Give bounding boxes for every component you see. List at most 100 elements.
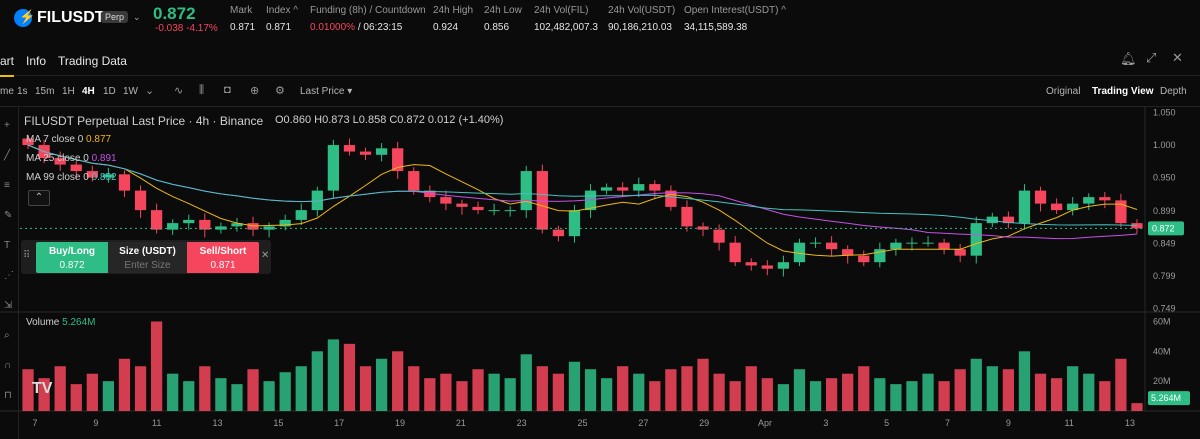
timeframe-1w[interactable]: 1W xyxy=(123,86,138,97)
volume-bar xyxy=(649,381,661,411)
candle-body xyxy=(568,210,581,237)
candle-body xyxy=(986,216,998,224)
volume-bar xyxy=(568,361,581,411)
timeframe-time[interactable]: me xyxy=(0,86,14,97)
close-icon[interactable]: ✕ xyxy=(261,250,270,261)
stat-label[interactable]: Open Interest(USDT) ^ xyxy=(684,5,786,16)
fib-icon[interactable]: ≡ xyxy=(4,180,10,191)
caret-down-icon: ▾ xyxy=(347,86,353,97)
price-tick-label: 0.950 xyxy=(1153,173,1176,183)
timeframe-4h[interactable]: 4H xyxy=(82,86,95,97)
volume-bar xyxy=(1002,369,1015,411)
volume-bar xyxy=(279,372,291,411)
price-tick-label: 0.899 xyxy=(1153,206,1176,216)
zoom-icon[interactable]: ⌕ xyxy=(4,330,10,341)
collapse-legend-button[interactable]: ⌃ xyxy=(28,190,50,206)
crosshair-icon[interactable]: + xyxy=(4,120,10,131)
date-tick-label: Apr xyxy=(758,418,772,428)
stat-label: Mark xyxy=(230,5,253,16)
chevron-down-icon[interactable]: ⌄ xyxy=(133,12,141,22)
candle-type-icon[interactable]: ⫼ xyxy=(199,84,205,96)
view-original[interactable]: Original xyxy=(1046,86,1081,97)
timeframe-1h[interactable]: 1H xyxy=(62,86,75,97)
add-indicator-icon[interactable]: ⊕ xyxy=(250,85,260,97)
settings-icon[interactable]: ⚙ xyxy=(275,85,285,97)
last-price: 0.872 xyxy=(153,4,196,23)
text-tool-icon[interactable]: T xyxy=(4,240,11,251)
timeframe-15m[interactable]: 15m xyxy=(35,86,55,97)
candle-body xyxy=(102,174,115,178)
stat-label[interactable]: Index ^ xyxy=(266,5,298,16)
buy-long-button[interactable]: Buy/Long 0.872 xyxy=(36,242,108,273)
ma99-line xyxy=(27,144,1138,226)
volume-bar xyxy=(167,373,179,411)
candle-body xyxy=(761,265,773,269)
close-icon[interactable]: ✕ xyxy=(1172,50,1183,65)
ohlc-readout: O0.860 H0.873 L0.858 C0.872 0.012 (+1.40… xyxy=(275,114,504,126)
volume-bar xyxy=(520,354,532,411)
symbol-name[interactable]: FILUSDT xyxy=(37,9,105,26)
camera-icon[interactable]: ◘ xyxy=(224,84,231,96)
tab-trading-data[interactable]: Trading Data xyxy=(58,54,127,68)
pattern-icon[interactable]: ⋰ xyxy=(4,270,14,281)
size-input[interactable]: Size (USDT) Enter Size xyxy=(108,242,187,273)
magnet-icon[interactable]: ∩ xyxy=(4,360,12,371)
volume-bar xyxy=(408,366,420,411)
indicator-icon[interactable]: ∿ xyxy=(174,85,184,97)
volume-bar xyxy=(263,381,275,411)
ma99-legend: MA 99 close 0 0.852 xyxy=(26,172,117,183)
bell-icon[interactable]: 🔔︎ xyxy=(1120,51,1137,66)
volume-bar xyxy=(665,369,677,411)
timeframe-1s[interactable]: 1s xyxy=(17,86,28,97)
drag-handle-icon[interactable]: ⠿ xyxy=(23,250,31,261)
view-trading-view[interactable]: Trading View xyxy=(1092,86,1154,97)
funding-rate: 0.01000% xyxy=(310,22,356,33)
volume-bar xyxy=(1067,366,1079,411)
volume-bar xyxy=(247,369,259,411)
volume-bar xyxy=(1131,403,1143,411)
tab-info[interactable]: Info xyxy=(26,54,47,68)
candle-body xyxy=(150,210,163,230)
price-chart-svg[interactable]: 1.050 1.000 0.950 0.899 0.849 0.799 0.749 0.872… xyxy=(0,106,1200,439)
change-abs: -0.038 xyxy=(155,23,184,34)
drawing-tools-rail: + ╱ ≡ ✎ T ⋰ ⇲ ⌕ ∩ ⊓ xyxy=(0,106,19,439)
tab-chart[interactable]: art xyxy=(0,54,15,77)
volume-value: 5.264M xyxy=(62,317,96,328)
candle-body xyxy=(199,219,211,230)
measure-icon[interactable]: ⇲ xyxy=(4,300,13,311)
candle-body xyxy=(231,223,243,227)
last-price-tag xyxy=(1148,221,1184,236)
stat-label: 24h Vol(FIL) xyxy=(534,5,589,16)
candle-body xyxy=(922,242,934,244)
volume-bar xyxy=(488,373,500,411)
volume-bar xyxy=(86,373,98,411)
volume-bar xyxy=(906,381,918,411)
lock-icon[interactable]: ⊓ xyxy=(4,390,12,401)
volume-bar xyxy=(38,378,50,411)
chevron-down-icon[interactable]: ⌄ xyxy=(145,85,155,97)
stat-value: 0.871 xyxy=(266,22,292,33)
timeframe-1d[interactable]: 1D xyxy=(103,86,116,97)
date-tick-label: 11 xyxy=(152,418,161,428)
chart-area[interactable]: 1.050 1.000 0.950 0.899 0.849 0.799 0.749 0.872… xyxy=(0,106,1200,439)
volume-bar xyxy=(954,369,966,411)
brush-icon[interactable]: ✎ xyxy=(4,210,13,221)
price-type-select[interactable]: Last Price ▾ xyxy=(300,86,352,97)
candle-body xyxy=(858,255,870,263)
volume-bar xyxy=(1018,351,1031,411)
candle-body xyxy=(343,145,356,152)
size-label: Size (USDT) xyxy=(119,246,176,257)
stat-value: 0.924 xyxy=(433,22,459,33)
expand-icon[interactable]: ⤢ xyxy=(1146,50,1157,65)
trend-line-icon[interactable]: ╱ xyxy=(4,150,11,161)
ma99-value: 0.852 xyxy=(91,172,117,183)
candle-body xyxy=(745,262,757,266)
sell-short-button[interactable]: Sell/Short 0.871 xyxy=(187,242,259,273)
volume-bar xyxy=(890,384,902,411)
volume-bar xyxy=(456,381,468,411)
candle-body xyxy=(1083,197,1095,204)
date-tick-label: 11 xyxy=(1064,418,1073,428)
volume-bar xyxy=(1083,373,1095,411)
ma25-label: MA 25 close 0 xyxy=(26,153,89,164)
view-depth[interactable]: Depth xyxy=(1160,86,1187,97)
